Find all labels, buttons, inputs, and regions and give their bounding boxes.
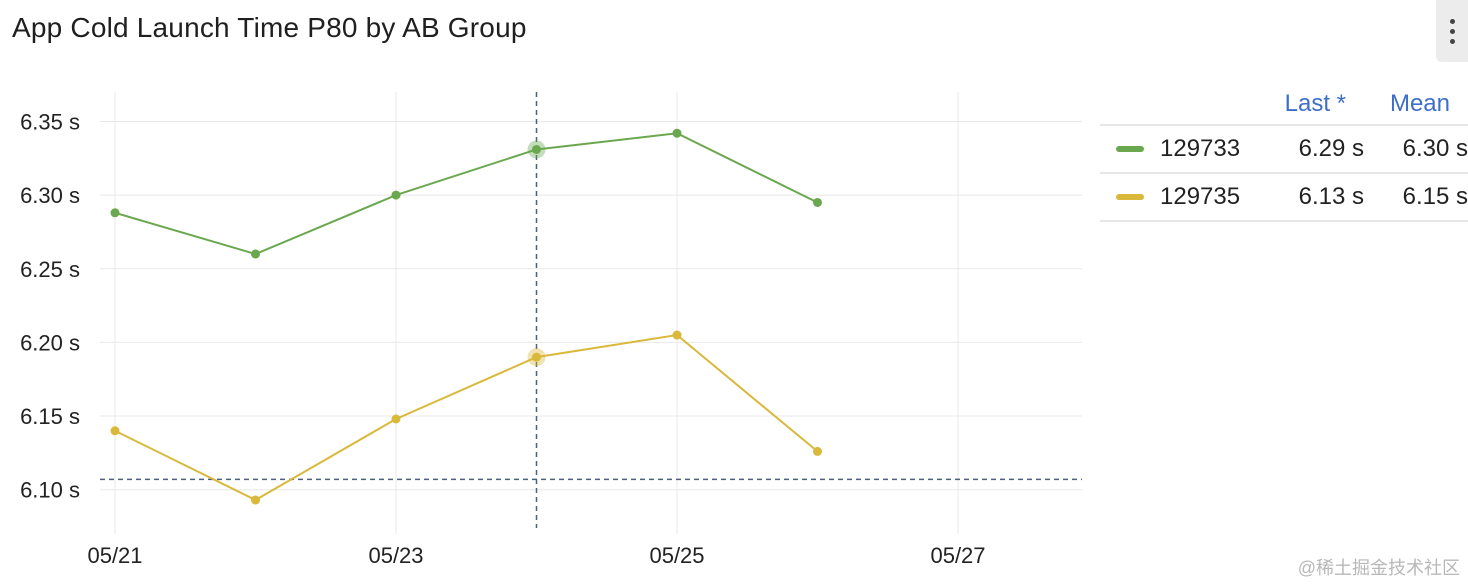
x-tick-label: 05/25 — [649, 543, 704, 568]
legend-series-name: 129733 — [1160, 135, 1241, 162]
panel-menu-button[interactable] — [1436, 0, 1468, 62]
y-axis: 6.10 s 6.15 s 6.20 s 6.25 s 6.30 s 6.35 s — [20, 109, 80, 502]
y-tick-label: 6.15 s — [20, 404, 80, 429]
line-chart[interactable]: 6.10 s 6.15 s 6.20 s 6.25 s 6.30 s 6.35 s 05/… — [0, 0, 1100, 586]
x-axis: 05/21 05/23 05/25 05/27 — [87, 543, 985, 568]
y-tick-label: 6.10 s — [20, 478, 80, 503]
data-point — [251, 249, 260, 259]
panel-title: App Cold Launch Time P80 by AB Group — [12, 12, 527, 43]
data-point — [672, 128, 682, 138]
series-line-129733 — [114, 132, 818, 256]
legend-header-mean[interactable]: Mean — [1389, 90, 1450, 117]
y-tick-label: 6.20 s — [20, 330, 80, 355]
legend-mean-value: 6.15 s — [1402, 183, 1468, 210]
data-point — [532, 144, 541, 154]
legend-swatch — [1116, 194, 1144, 200]
chart-series — [110, 128, 822, 505]
legend-row[interactable]: 129735 6.13 s 6.15 s — [1100, 174, 1468, 222]
y-tick-label: 6.25 s — [20, 257, 80, 282]
legend-header: Last * Mean — [1100, 84, 1468, 126]
legend-table: Last * Mean 129733 6.29 s 6.30 s 129735 … — [1100, 84, 1468, 222]
data-point — [813, 446, 822, 456]
legend-series-name: 129735 — [1160, 183, 1241, 210]
y-tick-label: 6.35 s — [20, 109, 80, 134]
x-tick-label: 05/27 — [930, 543, 985, 568]
legend-swatch — [1116, 146, 1144, 152]
legend-row[interactable]: 129733 6.29 s 6.30 s — [1100, 126, 1468, 174]
watermark: @稀土掘金技术社区 — [1297, 558, 1460, 578]
kebab-menu-icon — [1449, 18, 1455, 24]
data-point — [110, 426, 120, 436]
legend-last-value: 6.13 s — [1298, 183, 1364, 210]
data-point — [813, 197, 822, 207]
hover-crosshair — [100, 92, 1082, 528]
x-tick-label: 05/21 — [87, 543, 142, 568]
data-point — [110, 208, 120, 218]
data-point — [391, 190, 401, 200]
series-line-129735 — [114, 333, 819, 502]
y-tick-label: 6.30 s — [20, 183, 80, 208]
legend-last-value: 6.29 s — [1298, 135, 1364, 162]
data-point — [391, 414, 401, 424]
legend-header-last[interactable]: Last * — [1284, 90, 1346, 117]
data-point — [532, 352, 541, 362]
chart-grid — [100, 92, 1082, 534]
legend-mean-value: 6.30 s — [1402, 135, 1468, 162]
x-tick-label: 05/23 — [368, 543, 423, 568]
data-point — [251, 495, 260, 505]
data-point — [672, 330, 682, 340]
